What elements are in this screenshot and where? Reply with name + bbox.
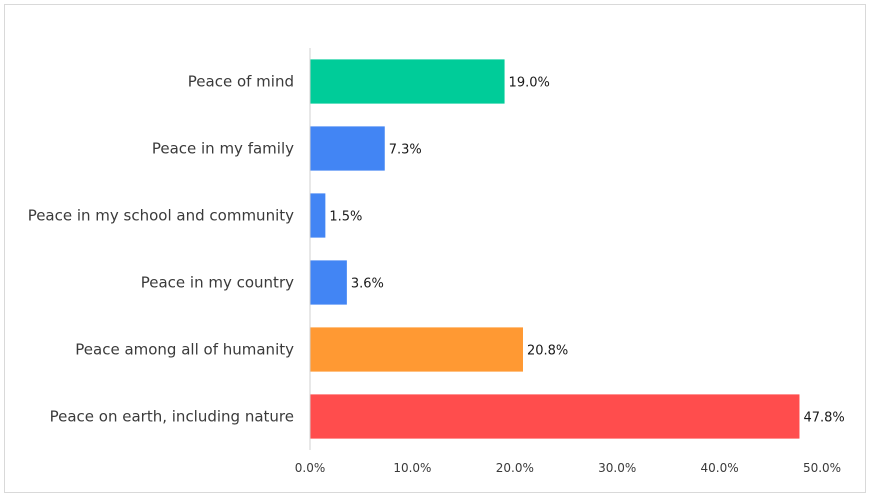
value-label: 20.8% bbox=[527, 344, 568, 359]
category-label: Peace of mind bbox=[188, 73, 294, 91]
x-tick-label: 40.0% bbox=[701, 461, 739, 475]
category-label: Peace in my country bbox=[141, 274, 294, 292]
value-label: 3.6% bbox=[351, 277, 384, 292]
bar-peace-of-mind bbox=[310, 59, 505, 104]
bar-peace-on-earth-including-nature bbox=[310, 394, 800, 439]
value-label: 7.3% bbox=[389, 143, 422, 158]
category-label: Peace among all of humanity bbox=[75, 341, 294, 359]
bar-peace-in-my-country bbox=[310, 260, 347, 305]
value-label: 1.5% bbox=[329, 210, 362, 225]
category-labels: Peace of mind Peace in my family Peace in … bbox=[28, 73, 294, 426]
value-labels: 19.0% 7.3% 1.5% 3.6% 20.8% 47.8% bbox=[329, 76, 844, 426]
bar-peace-in-my-family bbox=[310, 126, 385, 171]
x-tick-label: 30.0% bbox=[598, 461, 636, 475]
x-tick-labels: 0.0% 10.0% 20.0% 30.0% 40.0% 50.0% bbox=[295, 461, 841, 475]
category-label: Peace in my family bbox=[152, 140, 294, 158]
category-label: Peace on earth, including nature bbox=[50, 408, 294, 426]
bar-peace-in-my-school-and-community bbox=[310, 193, 326, 238]
x-tick-label: 10.0% bbox=[393, 461, 431, 475]
category-label: Peace in my school and community bbox=[28, 207, 294, 225]
bars-group bbox=[310, 59, 800, 439]
x-tick-label: 0.0% bbox=[295, 461, 326, 475]
x-tick-label: 50.0% bbox=[803, 461, 841, 475]
value-label: 19.0% bbox=[509, 76, 550, 91]
x-tick-label: 20.0% bbox=[496, 461, 534, 475]
bar-peace-among-all-of-humanity bbox=[310, 327, 523, 372]
value-label: 47.8% bbox=[803, 411, 844, 426]
